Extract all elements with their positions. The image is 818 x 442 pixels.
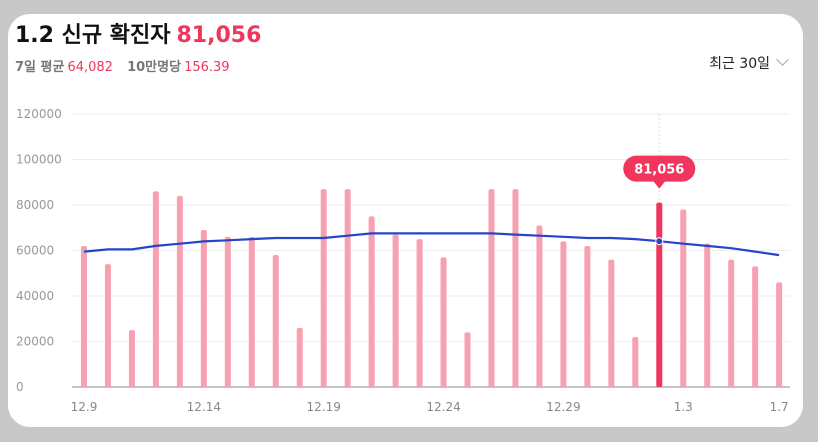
per-100k-value: 156.39 — [184, 60, 230, 75]
x-tick-label: 1.7 — [770, 400, 789, 414]
bar — [704, 243, 711, 387]
bar — [320, 189, 327, 387]
bar — [560, 241, 567, 387]
y-tick-label: 120000 — [16, 107, 62, 121]
new-cases-value: 81,056 — [176, 23, 262, 48]
average-point — [655, 237, 664, 246]
bar — [488, 189, 495, 387]
bar — [248, 236, 255, 387]
y-tick-label: 20000 — [16, 335, 54, 349]
x-tick-label: 12.19 — [307, 400, 341, 414]
bar — [272, 255, 279, 387]
bar — [512, 189, 519, 387]
y-tick-label: 40000 — [16, 289, 54, 303]
bar — [632, 336, 639, 387]
bar — [392, 234, 399, 387]
chart-card: 1.2 신규 확진자 81,056 7일 평균 64,082 10만명당 156.39… — [8, 14, 803, 427]
x-tick-label: 12.24 — [426, 400, 460, 414]
bar — [464, 332, 471, 387]
y-tick-label: 0 — [16, 380, 24, 394]
bar — [680, 209, 687, 387]
page-title: 1.2 신규 확진자 81,056 — [15, 17, 261, 49]
chart: 0 20000 40000 60000 80000 100000 120000 81,056 1… — [16, 107, 790, 414]
bar — [104, 264, 111, 387]
bar — [152, 191, 159, 387]
bar — [344, 189, 351, 387]
avg-value: 64,082 — [67, 60, 113, 75]
bar — [200, 230, 207, 387]
y-tick-label: 100000 — [16, 153, 62, 167]
bar-highlight — [656, 202, 663, 387]
bar — [728, 259, 735, 387]
y-tick-label: 80000 — [16, 198, 54, 212]
bar — [752, 266, 759, 387]
avg-label: 7일 평균 — [15, 60, 65, 75]
x-tick-label: 1.3 — [674, 400, 693, 414]
bar — [440, 257, 447, 387]
x-tick-label: 12.9 — [71, 400, 98, 414]
x-tick-label: 12.29 — [546, 400, 580, 414]
bar — [608, 259, 615, 387]
bar — [584, 245, 591, 387]
range-selector[interactable]: 최근 30일 — [709, 53, 789, 73]
bar — [776, 282, 783, 387]
bar — [416, 239, 423, 387]
per-100k-label: 10만명당 — [127, 60, 182, 75]
bar — [368, 216, 375, 387]
bar — [536, 225, 543, 387]
bar — [176, 195, 183, 387]
tooltip-label: 81,056 — [634, 163, 684, 178]
bar — [296, 327, 303, 387]
summary-line: 7일 평균 64,082 10만명당 156.39 — [15, 56, 240, 75]
bar — [81, 245, 87, 387]
y-tick-label: 60000 — [16, 244, 54, 258]
x-tick-label: 12.14 — [187, 400, 221, 414]
bar — [128, 330, 135, 387]
title-text: 1.2 신규 확진자 — [15, 23, 171, 48]
average-line — [83, 232, 780, 257]
bar — [224, 236, 231, 387]
range-label: 최근 30일 — [709, 56, 770, 72]
tooltip-pointer — [653, 181, 666, 189]
tooltip-bubble — [623, 155, 696, 182]
